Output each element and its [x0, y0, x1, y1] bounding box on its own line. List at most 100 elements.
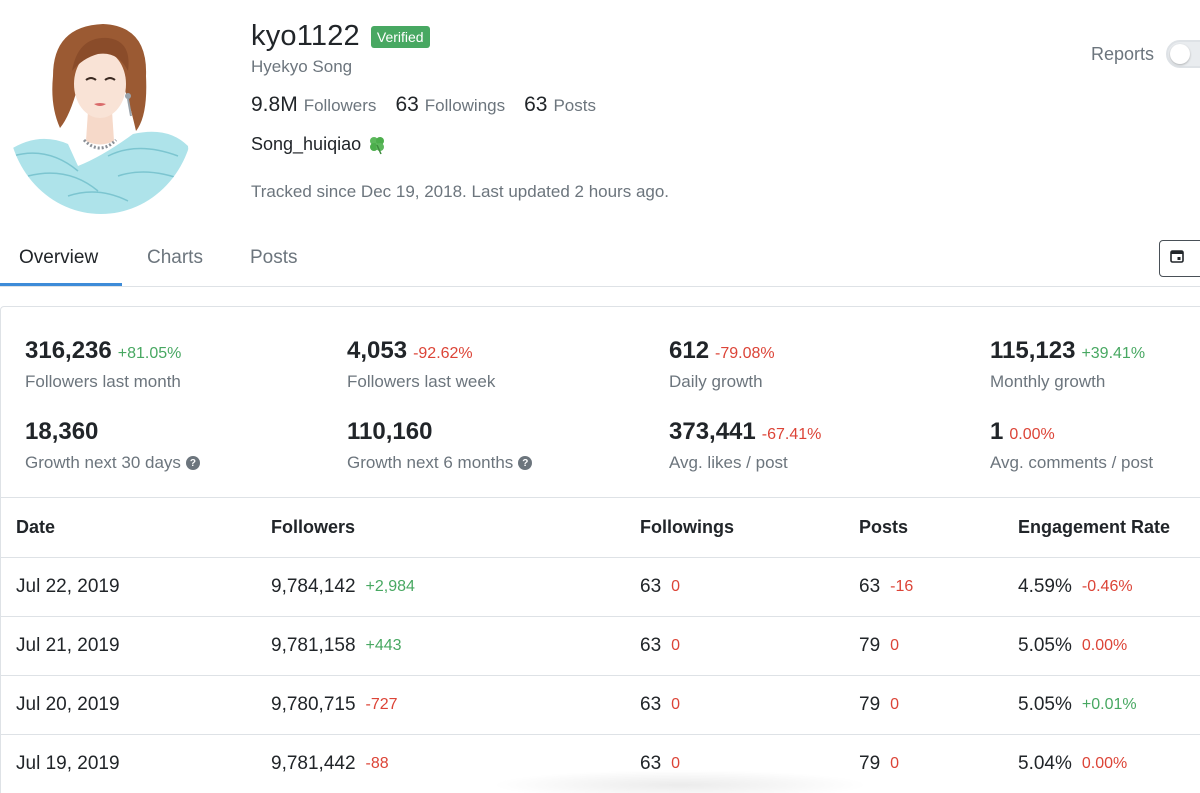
metric-value: 18,360 — [25, 418, 99, 445]
stat-value: 63 — [524, 93, 548, 116]
table-row: Jul 22, 2019 9,784,142 +2,984 63 0 63 -1… — [1, 558, 1200, 617]
metric-change: 0.00% — [1009, 426, 1055, 443]
scroll-shadow — [490, 770, 870, 793]
metric-change: +39.41% — [1081, 345, 1146, 362]
metric-change: -92.62% — [413, 345, 473, 362]
posts-delta: 0 — [890, 637, 900, 654]
username: kyo1122 — [251, 20, 360, 52]
stat-label: Followers — [303, 96, 377, 115]
followers-value: 9,781,158 — [271, 635, 356, 656]
stat-followers: 9.8M Followers — [251, 93, 376, 117]
metric-value: 4,053 — [347, 337, 408, 364]
metric-value: 373,441 — [669, 418, 756, 445]
posts-value: 79 — [859, 753, 881, 774]
cell-posts: 79 0 — [859, 676, 899, 734]
tab-posts[interactable]: Posts — [250, 247, 298, 268]
cell-followers: 9,781,158 +443 — [271, 617, 402, 675]
posts-value: 79 — [859, 694, 881, 715]
followings-delta: 0 — [671, 755, 681, 772]
tab-overview[interactable]: Overview — [19, 247, 99, 268]
cell-followings: 63 0 — [640, 558, 680, 616]
followings-delta: 0 — [671, 637, 681, 654]
help-icon[interactable]: ? — [185, 456, 200, 470]
metric-value: 316,236 — [25, 337, 112, 364]
cell-date: Jul 19, 2019 — [16, 753, 120, 774]
toggle-knob — [1170, 44, 1191, 64]
date-range-button[interactable] — [1159, 240, 1200, 277]
cell-followings: 63 0 — [640, 735, 680, 793]
column-header-date[interactable]: Date — [16, 517, 56, 537]
table-row: Jul 20, 2019 9,780,715 -727 63 0 79 0 5.… — [1, 676, 1200, 735]
metric-label: Followers last month — [25, 372, 181, 391]
engagement-value: 5.04% — [1018, 753, 1072, 774]
active-tab-indicator — [0, 283, 122, 286]
followers-delta: +443 — [365, 637, 402, 654]
column-header-engagement[interactable]: Engagement Rate — [1018, 517, 1171, 537]
followings-value: 63 — [640, 753, 662, 774]
metric-label: Growth next 30 days — [25, 453, 181, 472]
metric-label-row: Growth next 6 months ? — [347, 453, 533, 473]
column-header-followings[interactable]: Followings — [640, 517, 734, 537]
stat-value: 63 — [395, 93, 419, 116]
engagement-value: 4.59% — [1018, 576, 1072, 597]
metric-change: +81.05% — [117, 345, 182, 362]
cell-date: Jul 21, 2019 — [16, 635, 120, 656]
followers-value: 9,784,142 — [271, 576, 356, 597]
metric-label: Followers last week — [347, 372, 496, 391]
cell-engagement: 4.59% -0.46% — [1018, 558, 1133, 616]
table-header: Date Followers Followings Posts Engageme… — [1, 498, 1200, 558]
cell-followers: 9,780,715 -727 — [271, 676, 398, 734]
metric-monthly-growth: 115,123 +39.41% Monthly growth — [990, 337, 1145, 392]
bio-text: Song_huiqiao — [251, 134, 362, 154]
stat-posts: 63 Posts — [524, 93, 596, 117]
stat-label: Followings — [424, 96, 506, 115]
engagement-value: 5.05% — [1018, 694, 1072, 715]
calendar-icon — [1170, 249, 1184, 268]
column-header-posts[interactable]: Posts — [859, 517, 909, 537]
profile-stats: 9.8M Followers 63 Followings 63 Posts — [251, 93, 615, 117]
followings-delta: 0 — [671, 578, 681, 595]
tab-charts[interactable]: Charts — [147, 247, 203, 268]
cell-engagement: 5.05% 0.00% — [1018, 617, 1127, 675]
stat-followings: 63 Followings — [395, 93, 505, 117]
followings-value: 63 — [640, 694, 662, 715]
table-row: Jul 19, 2019 9,781,442 -88 63 0 79 0 5.0… — [1, 735, 1200, 793]
metric-value: 115,123 — [990, 337, 1076, 364]
cell-posts: 79 0 — [859, 735, 899, 793]
cell-posts: 79 0 — [859, 617, 899, 675]
reports-toggle[interactable] — [1166, 40, 1200, 68]
cell-posts: 63 -16 — [859, 558, 913, 616]
engagement-delta: 0.00% — [1081, 755, 1128, 772]
stat-value: 9.8M — [251, 93, 298, 116]
history-table: Date Followers Followings Posts Engageme… — [1, 497, 1200, 793]
metric-followers-last-month: 316,236 +81.05% Followers last month — [25, 337, 181, 392]
four-leaf-clover-icon — [367, 135, 387, 155]
posts-value: 63 — [859, 576, 881, 597]
reports-label: Reports — [1091, 43, 1155, 64]
followers-value: 9,780,715 — [271, 694, 356, 715]
metric-label: Growth next 6 months — [347, 453, 514, 472]
metric-avg-likes: 373,441 -67.41% Avg. likes / post — [669, 418, 821, 473]
table-row: Jul 21, 2019 9,781,158 +443 63 0 79 0 5.… — [1, 617, 1200, 676]
metric-growth-next-30-days: 18,360 Growth next 30 days ? — [25, 418, 200, 473]
metric-value: 110,160 — [347, 418, 433, 445]
column-header-followers[interactable]: Followers — [271, 517, 356, 537]
followings-delta: 0 — [671, 696, 681, 713]
metric-growth-next-6-months: 110,160 Growth next 6 months ? — [347, 418, 533, 473]
metric-followers-last-week: 4,053 -92.62% Followers last week — [347, 337, 495, 392]
metric-label: Avg. comments / post — [990, 453, 1154, 472]
avatar-illustration — [8, 16, 194, 214]
metric-value: 1 — [990, 418, 1004, 445]
help-icon[interactable]: ? — [518, 456, 533, 470]
metric-avg-comments: 1 0.00% Avg. comments / post — [990, 418, 1153, 473]
metric-change: -79.08% — [715, 345, 775, 362]
cell-date: Jul 22, 2019 — [16, 576, 120, 597]
posts-delta: 0 — [890, 696, 900, 713]
followers-delta: -727 — [365, 696, 398, 713]
bio: Song_huiqiao — [251, 134, 387, 155]
followings-value: 63 — [640, 635, 662, 656]
username-row: kyo1122 Verified — [251, 20, 430, 53]
metric-change: -67.41% — [761, 426, 822, 443]
posts-delta: 0 — [890, 755, 900, 772]
cell-followings: 63 0 — [640, 617, 680, 675]
